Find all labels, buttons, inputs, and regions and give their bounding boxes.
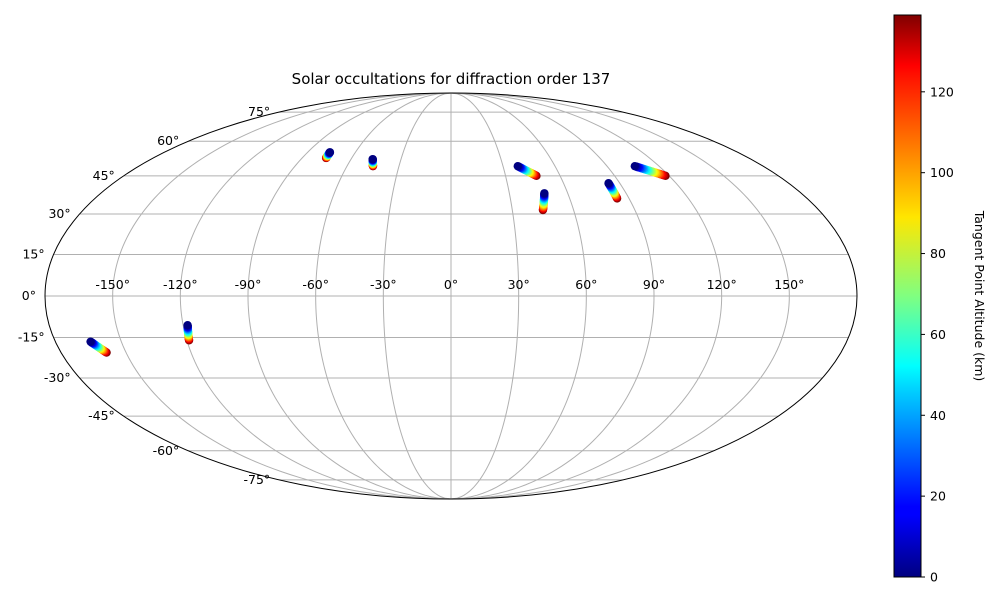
occultation-point bbox=[540, 189, 549, 198]
colorbar-tick-label: 100 bbox=[930, 165, 954, 180]
latitude-tick-label: 30° bbox=[48, 206, 70, 221]
meridian-line bbox=[315, 93, 452, 499]
occultation-point bbox=[513, 161, 522, 171]
longitude-tick-labels: -150° -120° -90° -60° -30° 0° 30° 60° 90° 120° 150… bbox=[95, 277, 804, 292]
meridian-line bbox=[450, 93, 587, 499]
latitude-tick-label: -45° bbox=[88, 408, 115, 423]
occultation-point bbox=[86, 337, 95, 346]
longitude-tick-label: -90° bbox=[235, 277, 262, 292]
occultation-point bbox=[630, 161, 640, 171]
colorbar-tick-label: 120 bbox=[930, 84, 954, 99]
graticule bbox=[45, 93, 857, 499]
longitude-tick-label: 90° bbox=[643, 277, 665, 292]
occultation-point bbox=[183, 320, 192, 330]
colorbar-tick-label: 20 bbox=[930, 489, 946, 504]
meridian-line bbox=[450, 93, 790, 499]
occultation-point bbox=[604, 179, 613, 188]
meridian-line bbox=[450, 93, 520, 499]
colorbar: 0 20 40 60 80 100 120 Tangent Point Altitude (… bbox=[893, 14, 987, 585]
colorbar-label: Tangent Point Altitude (km) bbox=[972, 210, 987, 382]
colorbar-tick-label: 60 bbox=[930, 327, 946, 342]
longitude-tick-label: 0° bbox=[444, 277, 458, 292]
colorbar-ticks: 0 20 40 60 80 100 120 bbox=[921, 84, 954, 585]
latitude-tick-label: -60° bbox=[153, 443, 180, 458]
longitude-tick-label: -120° bbox=[163, 277, 198, 292]
longitude-tick-label: -150° bbox=[95, 277, 130, 292]
latitude-tick-label: -30° bbox=[44, 370, 71, 385]
meridian-line bbox=[382, 93, 452, 499]
latitude-tick-labels: -75° -60° -45° -30° -15° 0° 15° 30° 45° 60° 75° bbox=[18, 104, 270, 487]
longitude-tick-label: 120° bbox=[707, 277, 737, 292]
meridian-line bbox=[450, 93, 723, 499]
colorbar-tick-label: 0 bbox=[930, 570, 938, 585]
meridian-line bbox=[179, 93, 452, 499]
longitude-tick-label: -60° bbox=[302, 277, 329, 292]
latitude-tick-label: 45° bbox=[93, 168, 115, 183]
chart-title: Solar occultations for diffraction order… bbox=[292, 70, 611, 88]
colorbar-tick-label: 40 bbox=[930, 408, 946, 423]
latitude-tick-label: -75° bbox=[244, 472, 271, 487]
colorbar-tick-label: 80 bbox=[930, 246, 946, 261]
longitude-tick-label: 60° bbox=[575, 277, 597, 292]
meridian-line bbox=[247, 93, 452, 499]
meridian-line bbox=[450, 93, 655, 499]
latitude-tick-label: 0° bbox=[22, 288, 36, 303]
occultation-point bbox=[368, 154, 377, 164]
latitude-tick-label: 75° bbox=[248, 104, 270, 119]
colorbar-gradient bbox=[893, 14, 922, 578]
longitude-tick-label: 150° bbox=[774, 277, 804, 292]
map-boundary bbox=[44, 92, 858, 500]
occultation-points bbox=[86, 148, 670, 357]
longitude-tick-label: -30° bbox=[370, 277, 397, 292]
occultation-point bbox=[325, 148, 335, 157]
meridian-line bbox=[112, 93, 452, 499]
longitude-tick-label: 30° bbox=[508, 277, 530, 292]
latitude-tick-label: 60° bbox=[157, 133, 179, 148]
latitude-tick-label: -15° bbox=[18, 330, 45, 345]
latitude-tick-label: 15° bbox=[22, 246, 44, 261]
